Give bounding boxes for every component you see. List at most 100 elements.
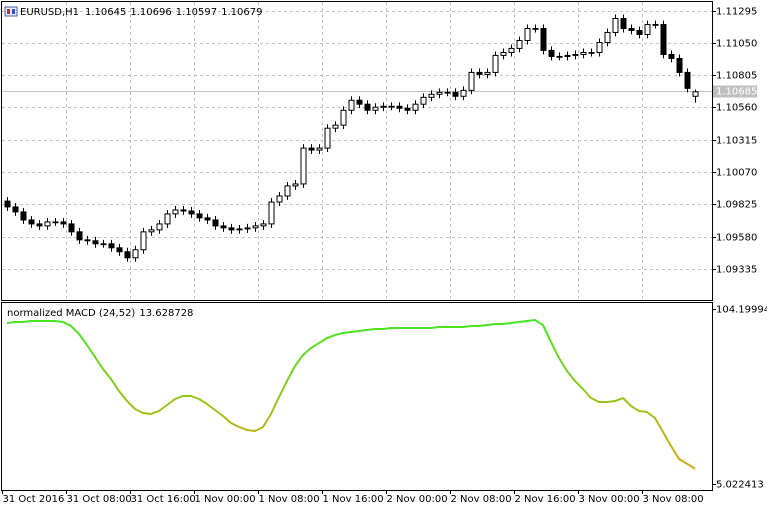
- last-low: 1.10597: [176, 7, 217, 18]
- candle-body: [676, 57, 683, 73]
- x-tick-label: 2 Nov 00:00: [387, 494, 448, 505]
- last-high: 1.10696: [130, 7, 171, 18]
- candle-body: [132, 249, 139, 259]
- candle-body: [196, 213, 203, 219]
- candle-body: [68, 223, 75, 233]
- candle-body: [660, 24, 667, 55]
- chart-icon: [4, 6, 18, 17]
- candle-body: [428, 93, 435, 98]
- candle-body: [180, 209, 187, 212]
- candle-body: [668, 53, 675, 59]
- x-tick-label: 1 Nov 00:00: [195, 494, 256, 505]
- candle-body: [628, 28, 635, 31]
- candle-body: [84, 239, 91, 242]
- candle-body: [372, 106, 379, 111]
- candle-body: [548, 49, 555, 57]
- candle-body: [492, 54, 499, 73]
- price-label-box: [713, 85, 757, 98]
- candle-body: [516, 40, 523, 49]
- candle-body: [652, 24, 659, 26]
- y-tick-label: 1.10560: [716, 103, 757, 114]
- candle-body: [620, 17, 627, 30]
- candle-body: [188, 210, 195, 215]
- candle-body: [100, 243, 107, 246]
- candle-body: [500, 52, 507, 56]
- candle-body: [388, 105, 395, 108]
- candle-body: [124, 251, 131, 259]
- chart-icon-part: [7, 9, 10, 14]
- candle-body: [412, 103, 419, 111]
- candle-body: [52, 221, 59, 224]
- candle-body: [108, 243, 115, 249]
- candle-body: [76, 231, 83, 241]
- candle-body: [28, 219, 35, 225]
- x-tick-label: 1 Nov 08:00: [259, 494, 320, 505]
- indicator-info: normalized MACD (24,52) 13.628728: [7, 308, 193, 319]
- candle-body: [532, 28, 539, 30]
- y-tick-label: 1.09580: [716, 233, 757, 244]
- indicator-panel-frame: [1, 302, 713, 491]
- x-tick-label: 1 Nov 16:00: [323, 494, 384, 505]
- candle-body: [580, 52, 587, 55]
- price-label: 1.10685: [716, 87, 757, 98]
- candle-body: [484, 71, 491, 75]
- indicator-name: normalized MACD (24,52): [7, 308, 135, 319]
- candle-body: [468, 71, 475, 91]
- candle-body: [172, 209, 179, 215]
- candle-body: [588, 52, 595, 54]
- price-panel-frame: [1, 1, 713, 301]
- candle-body: [524, 28, 531, 42]
- candle-body: [292, 183, 299, 187]
- chart-header: EURUSD,H1 1.10645 1.10696 1.10597 1.10679: [4, 6, 262, 18]
- candle-body: [396, 105, 403, 109]
- candle-body: [308, 147, 315, 151]
- candle-body: [444, 91, 451, 94]
- candle-body: [140, 231, 147, 251]
- candle-body: [316, 147, 323, 151]
- candle-body: [564, 54, 571, 57]
- candle-body: [220, 225, 227, 229]
- x-tick-label: 3 Nov 08:00: [643, 494, 704, 505]
- candle-body: [340, 109, 347, 126]
- candle-body: [164, 213, 171, 225]
- candle-body: [508, 47, 515, 54]
- candle-body: [156, 223, 163, 231]
- x-tick-label: 31 Oct 2016: [3, 494, 65, 505]
- candle-body: [612, 17, 619, 33]
- candle-body: [244, 227, 251, 230]
- grid-layer: [2, 2, 712, 300]
- candle-body: [268, 201, 275, 225]
- candle-body: [692, 91, 699, 97]
- candle-body: [436, 91, 443, 95]
- candle-body: [276, 195, 283, 203]
- candle-body: [236, 228, 243, 231]
- y-tick-label: 1.10805: [716, 71, 757, 82]
- indicator-line: [6, 319, 696, 470]
- x-tick-label: 2 Nov 08:00: [451, 494, 512, 505]
- candle-body: [20, 211, 27, 221]
- y-tick-label: 104.199944: [716, 305, 767, 316]
- candle-body: [324, 127, 331, 149]
- y-tick-label: 1.10315: [716, 136, 757, 147]
- candle-body: [12, 206, 19, 213]
- candle-body: [380, 105, 387, 108]
- candle-body: [540, 28, 547, 51]
- candle-body: [300, 147, 307, 185]
- candle-body: [356, 99, 363, 105]
- candle-body: [452, 91, 459, 97]
- candle-body: [204, 217, 211, 221]
- candle-body: [212, 219, 219, 227]
- candle-body: [572, 53, 579, 56]
- candle-body: [148, 229, 155, 233]
- candle-body: [228, 227, 235, 231]
- candle-body: [92, 240, 99, 245]
- x-tick-label: 2 Nov 16:00: [515, 494, 576, 505]
- candle-body: [460, 89, 467, 97]
- y-tick-label: 1.10070: [716, 168, 757, 179]
- x-tick-label: 31 Oct 08:00: [67, 494, 132, 505]
- candle-body: [4, 200, 11, 208]
- candle-body: [116, 247, 123, 253]
- candle-body: [364, 103, 371, 111]
